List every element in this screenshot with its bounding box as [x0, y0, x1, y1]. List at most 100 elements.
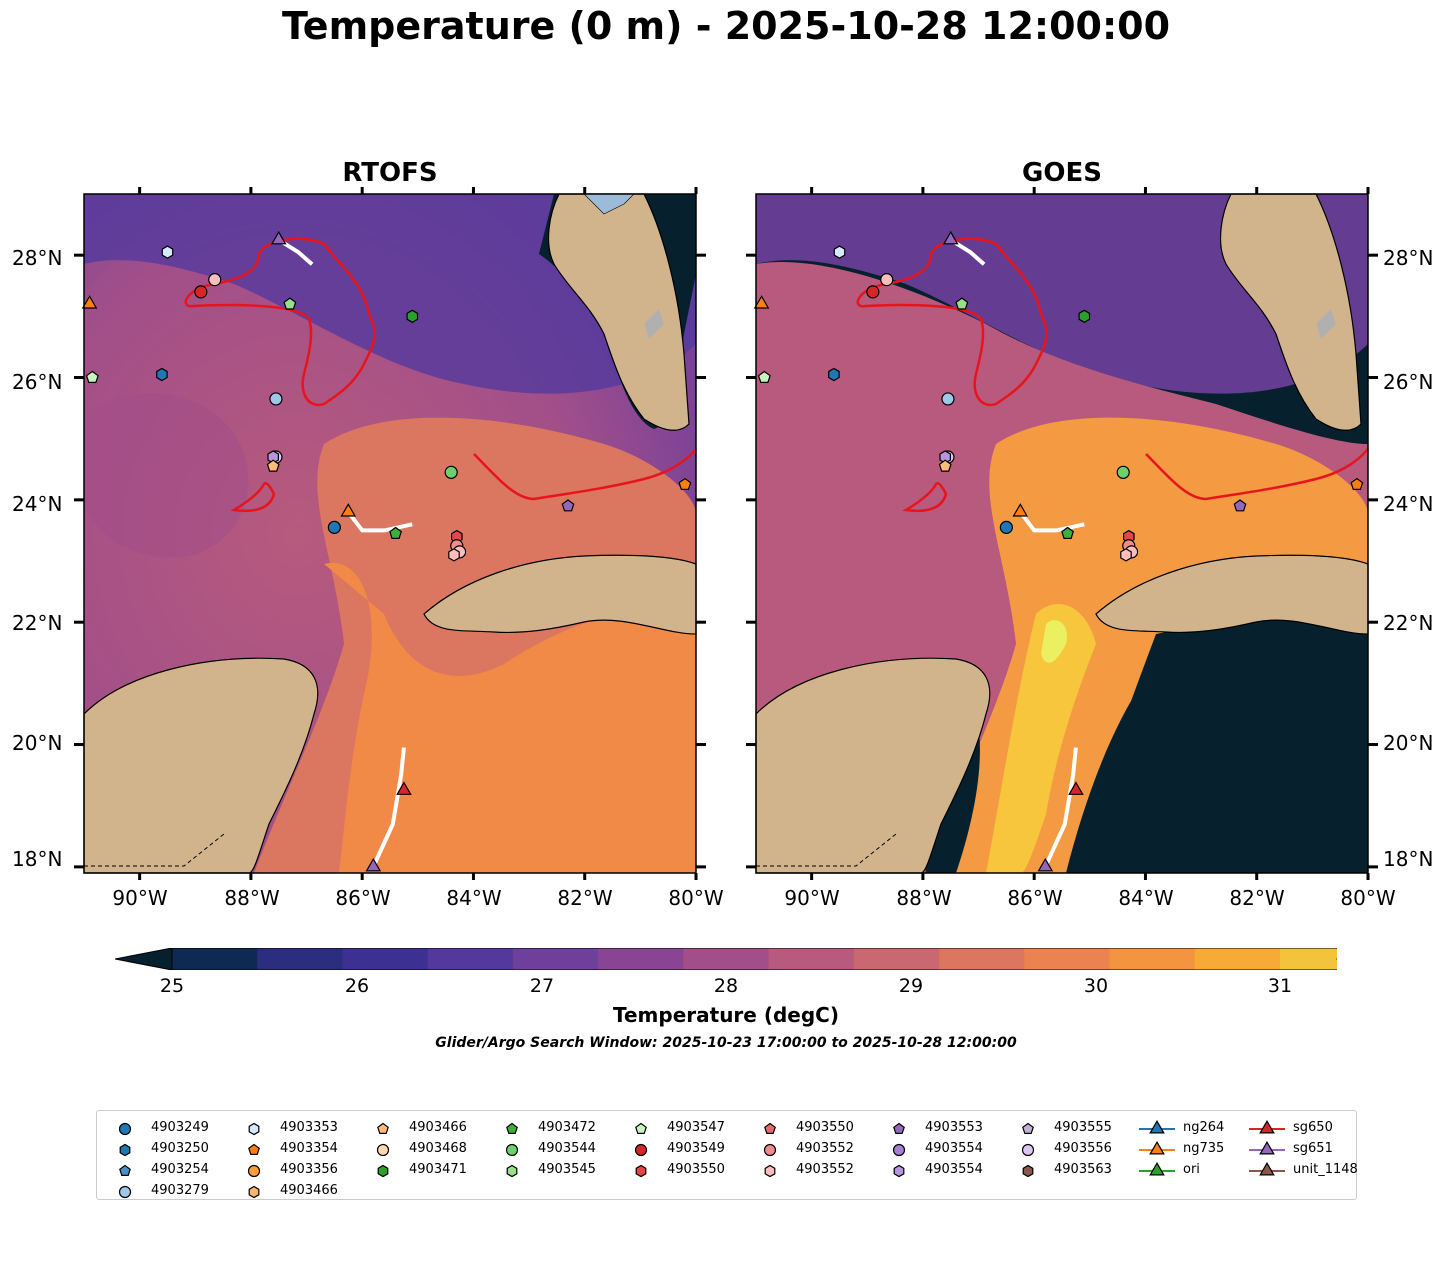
argo-float-marker[interactable]: [269, 392, 283, 406]
legend-item: 4903550: [621, 1159, 725, 1180]
argo-float-marker[interactable]: [828, 367, 840, 382]
legend-marker-icon: [1022, 1122, 1034, 1134]
lon-label-88w-right: 88°W: [896, 886, 952, 910]
legend-marker-icon: [635, 1122, 647, 1134]
argo-float-marker[interactable]: [327, 520, 341, 534]
argo-float-marker[interactable]: [1120, 548, 1132, 562]
argo-float-marker[interactable]: [561, 499, 575, 512]
goes-map[interactable]: [746, 187, 1378, 880]
legend-item: 4903552: [750, 1138, 854, 1159]
argo-float-marker[interactable]: [866, 285, 880, 299]
glider-marker[interactable]: [340, 503, 357, 517]
colorbar-segment: [598, 948, 684, 970]
yucatan-land: [755, 657, 991, 874]
argo-float-marker[interactable]: [880, 273, 894, 287]
florida-land: [548, 193, 690, 431]
argo-float-marker[interactable]: [1078, 309, 1091, 323]
argo-float-marker[interactable]: [85, 370, 99, 383]
argo-float-marker[interactable]: [1116, 465, 1130, 479]
argo-float-marker[interactable]: [156, 367, 168, 382]
legend-label: sg651: [1293, 1141, 1333, 1156]
glider-marker[interactable]: [270, 230, 287, 245]
legend-item: 4903552: [750, 1159, 854, 1180]
argo-float-marker[interactable]: [955, 297, 969, 310]
legend-item: 4903471: [363, 1159, 467, 1180]
rtofs-map[interactable]: [74, 187, 706, 880]
argo-float-marker[interactable]: [283, 297, 297, 310]
figure-title: Temperature (0 m) - 2025-10-28 12:00:00: [281, 4, 1171, 48]
legend-item: 4903547: [621, 1117, 725, 1138]
colorbar-tick-26: 26: [344, 975, 370, 997]
argo-float-marker[interactable]: [999, 520, 1013, 534]
argo-float-marker[interactable]: [938, 459, 952, 472]
glider-marker[interactable]: [81, 295, 98, 309]
argo-float-marker[interactable]: [389, 526, 403, 539]
argo-float-marker[interactable]: [833, 245, 846, 259]
argo-float-marker[interactable]: [406, 309, 419, 323]
legend-label: 4903249: [151, 1120, 209, 1135]
legend-label: 4903563: [1054, 1162, 1112, 1177]
legend-label: 4903279: [151, 1183, 209, 1198]
glider-marker[interactable]: [942, 230, 959, 245]
legend-item: sg651: [1247, 1138, 1358, 1159]
argo-float-marker[interactable]: [757, 370, 771, 383]
legend-label: 4903547: [667, 1120, 725, 1135]
legend-marker-icon: [763, 1143, 777, 1156]
glider-marker[interactable]: [1037, 857, 1054, 872]
map-frame: [83, 193, 697, 874]
legend-label: 4903545: [538, 1162, 596, 1177]
colorbar-tick-25: 25: [159, 975, 185, 997]
legend-marker-icon: [247, 1164, 261, 1177]
legend-marker-icon: [1021, 1143, 1035, 1156]
glider-marker[interactable]: [396, 781, 412, 795]
legend-marker-icon: [1249, 1140, 1285, 1154]
argo-float-marker[interactable]: [208, 273, 222, 287]
argo-float-marker[interactable]: [266, 459, 280, 472]
legend-item: 4903249: [105, 1117, 209, 1138]
eddy-contour: [230, 482, 276, 513]
argo-float-marker[interactable]: [448, 548, 460, 562]
glider-marker[interactable]: [753, 295, 770, 309]
legend-column: 4903547 4903549 4903550: [621, 1117, 725, 1180]
argo-float-marker[interactable]: [1233, 499, 1247, 512]
glider-marker[interactable]: [365, 857, 382, 872]
argo-float-marker[interactable]: [444, 465, 458, 479]
lon-label-82w-left: 82°W: [557, 886, 613, 910]
argo-float-marker[interactable]: [161, 245, 174, 259]
legend-item: 4903544: [492, 1138, 596, 1159]
argo-float-marker[interactable]: [194, 285, 208, 299]
lat-label-24n-right: 24°N: [1383, 492, 1434, 516]
argo-float-marker[interactable]: [1350, 477, 1364, 490]
axis-ticks: [74, 187, 706, 880]
float-markers[interactable]: [81, 230, 692, 872]
legend-column: ng264 ng735 ori: [1137, 1117, 1224, 1180]
legend-item: ng735: [1137, 1138, 1224, 1159]
legend-label: 4903466: [280, 1183, 338, 1198]
lat-label-28n-left: 28°N: [12, 246, 63, 270]
glider-marker[interactable]: [1012, 503, 1029, 517]
legend-label: ori: [1183, 1162, 1200, 1177]
colorbar-segment: [512, 948, 599, 970]
argo-float-marker[interactable]: [1061, 526, 1075, 539]
colorbar-segment: [172, 948, 258, 970]
legend-marker-icon: [634, 1143, 648, 1156]
lon-label-80w-left: 80°W: [668, 886, 724, 910]
legend-marker-icon: [893, 1122, 905, 1134]
glider-marker[interactable]: [1068, 781, 1084, 795]
cuba-land: [1095, 554, 1369, 635]
argo-float-marker[interactable]: [941, 392, 955, 406]
lon-label-88w-left: 88°W: [224, 886, 280, 910]
argo-float-marker[interactable]: [678, 477, 692, 490]
colorbar-segment: [342, 948, 429, 970]
legend-item: 4903279: [105, 1180, 209, 1201]
very-warm-water: [986, 604, 1096, 873]
colorbar: [115, 948, 1337, 970]
glider-track: [346, 510, 413, 533]
lat-label-18n-right: 18°N: [1383, 847, 1434, 871]
float-markers[interactable]: [753, 230, 1364, 872]
lat-label-20n-left: 20°N: [12, 731, 63, 755]
legend-label: unit_1148: [1293, 1162, 1358, 1177]
legend-item: 4903549: [621, 1138, 725, 1159]
legend-label: 4903552: [796, 1141, 854, 1156]
legend-item: 4903550: [750, 1117, 854, 1138]
